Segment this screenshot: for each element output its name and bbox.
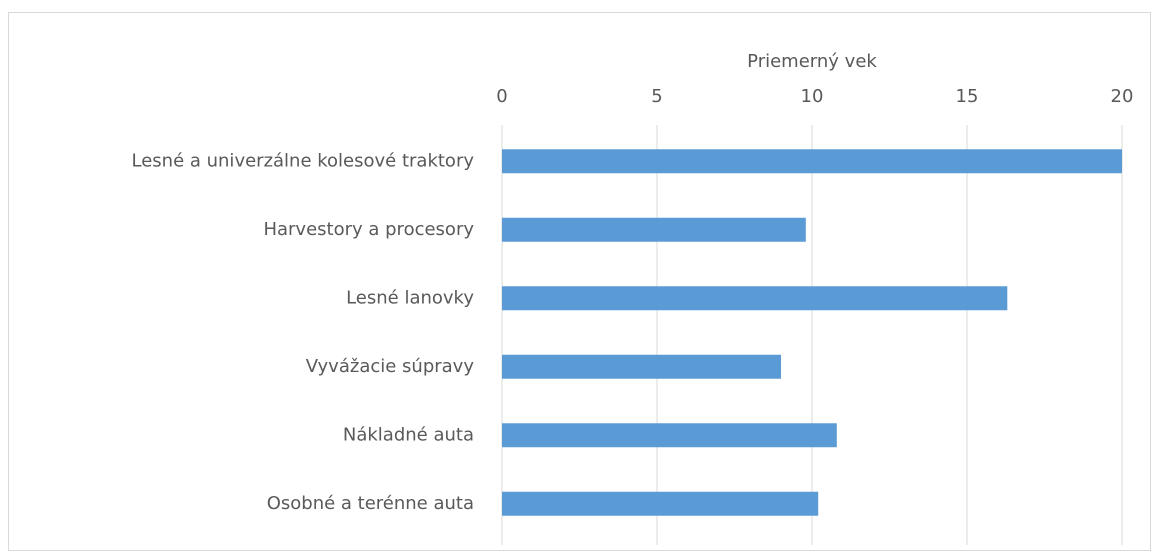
y-tick-label: Lesné a univerzálne kolesové traktory [132,150,475,171]
y-tick-label: Nákladné auta [343,424,474,445]
bar [502,354,781,379]
bar [502,286,1008,311]
x-tick-label: 20 [1111,86,1134,107]
y-tick-label: Harvestory a procesory [263,219,474,240]
chart-border [8,12,1151,551]
bar [502,423,837,448]
x-tick-label: 5 [651,86,662,107]
y-tick-label: Lesné lanovky [346,287,474,308]
bar [502,491,819,516]
y-tick-label: Vyvážacie súpravy [306,356,475,377]
y-tick-label: Osobné a terénne auta [267,493,474,514]
x-tick-label: 15 [956,86,979,107]
bar [502,217,806,242]
x-tick-label: 0 [496,86,507,107]
x-tick-label: 10 [801,86,824,107]
axis-title: Priemerný vek [747,51,877,72]
bar [502,149,1122,174]
